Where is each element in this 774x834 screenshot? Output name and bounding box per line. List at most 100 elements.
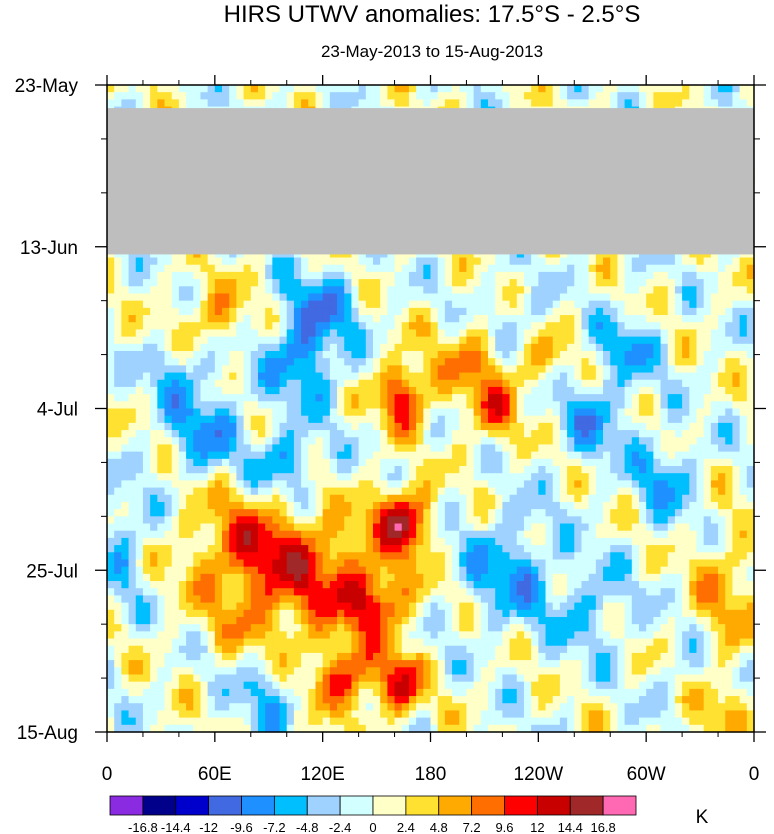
heatmap-cell	[660, 386, 669, 395]
heatmap-cell	[452, 358, 460, 366]
heatmap-cell	[164, 271, 173, 280]
heatmap-cell	[308, 451, 317, 460]
heatmap-cell	[365, 85, 374, 93]
heatmap-cell	[344, 322, 353, 331]
heatmap-cell	[272, 315, 281, 323]
heatmap-cell	[488, 365, 496, 374]
heatmap-cell	[265, 430, 273, 438]
heatmap-cell	[538, 99, 547, 108]
heatmap-cell	[171, 286, 180, 295]
heatmap-cell	[567, 466, 575, 474]
heatmap-cell	[538, 365, 547, 374]
heatmap-cell	[257, 336, 266, 345]
heatmap-cell	[502, 271, 511, 280]
heatmap-cell	[186, 300, 194, 309]
heatmap-cell	[696, 415, 705, 424]
heatmap-cell	[286, 358, 295, 366]
heatmap-cell	[351, 379, 360, 388]
heatmap-cell	[372, 336, 381, 345]
heatmap-cell	[200, 264, 209, 273]
heatmap-cell	[660, 85, 669, 93]
heatmap-cell	[114, 386, 122, 395]
heatmap-cell	[610, 379, 619, 388]
heatmap-cell	[387, 422, 396, 431]
heatmap-cell	[257, 444, 266, 453]
heatmap-cell	[128, 394, 137, 402]
heatmap-cell	[437, 430, 446, 438]
heatmap-cell	[186, 480, 194, 489]
heatmap-cell	[459, 415, 468, 424]
heatmap-cell	[423, 358, 432, 366]
heatmap-cell	[473, 264, 482, 273]
heatmap-cell	[624, 271, 633, 280]
heatmap-cell	[207, 386, 216, 395]
heatmap-cell	[150, 451, 158, 460]
heatmap-cell	[186, 257, 194, 266]
heatmap-cell	[559, 322, 568, 331]
heatmap-cell	[703, 401, 712, 410]
heatmap-cell	[732, 458, 741, 467]
heatmap-cell	[135, 99, 144, 108]
heatmap-cell	[178, 300, 187, 309]
heatmap-cell	[674, 430, 683, 438]
heatmap-cell	[107, 379, 115, 388]
heatmap-cell	[480, 85, 489, 93]
heatmap-cell	[638, 343, 647, 352]
heatmap-cell	[459, 430, 468, 438]
heatmap-cell	[150, 422, 158, 431]
heatmap-cell	[128, 379, 137, 388]
heatmap-cell	[387, 365, 396, 374]
heatmap-cell	[466, 264, 475, 273]
heatmap-cell	[380, 415, 388, 424]
heatmap-cell	[207, 279, 216, 287]
heatmap-cell	[746, 473, 755, 481]
heatmap-cell	[689, 437, 698, 446]
heatmap-cell	[337, 257, 345, 266]
heatmap-cell	[603, 401, 611, 410]
heatmap-cell	[372, 257, 381, 266]
heatmap-cell	[293, 401, 302, 410]
heatmap-cell	[164, 480, 173, 489]
heatmap-cell	[624, 444, 633, 453]
heatmap-cell	[408, 430, 417, 438]
heatmap-cell	[653, 350, 662, 359]
heatmap-cell	[473, 437, 482, 446]
heatmap-cell	[545, 365, 554, 374]
heatmap-cell	[631, 300, 640, 309]
heatmap-cell	[250, 85, 259, 93]
heatmap-cell	[473, 358, 482, 366]
heatmap-cell	[531, 372, 539, 381]
heatmap-cell	[531, 99, 539, 108]
heatmap-cell	[624, 85, 633, 93]
heatmap-cell	[214, 329, 223, 338]
heatmap-cell	[372, 92, 381, 100]
heatmap-cell	[523, 264, 532, 273]
heatmap-cell	[265, 372, 273, 381]
heatmap-cell	[257, 379, 266, 388]
heatmap-cell	[631, 343, 640, 352]
heatmap-cell	[128, 329, 137, 338]
heatmap-cell	[121, 286, 130, 295]
heatmap-cell	[667, 315, 676, 323]
heatmap-cell	[581, 293, 590, 302]
heatmap-cell	[243, 257, 252, 266]
heatmap-cell	[164, 401, 173, 410]
heatmap-cell	[229, 279, 237, 287]
heatmap-cell	[337, 466, 345, 474]
heatmap-cell	[164, 350, 173, 359]
heatmap-cell	[610, 293, 619, 302]
heatmap-cell	[114, 286, 122, 295]
heatmap-cell	[430, 315, 439, 323]
heatmap-cell	[660, 430, 669, 438]
heatmap-cell	[638, 350, 647, 359]
heatmap-cell	[164, 315, 173, 323]
heatmap-cell	[135, 293, 144, 302]
heatmap-cell	[150, 92, 158, 100]
heatmap-cell	[430, 365, 439, 374]
heatmap-cell	[718, 92, 726, 100]
heatmap-cell	[595, 315, 604, 323]
heatmap-cell	[646, 271, 654, 280]
heatmap-cell	[646, 365, 654, 374]
heatmap-cell	[531, 307, 539, 316]
heatmap-cell	[682, 279, 690, 287]
